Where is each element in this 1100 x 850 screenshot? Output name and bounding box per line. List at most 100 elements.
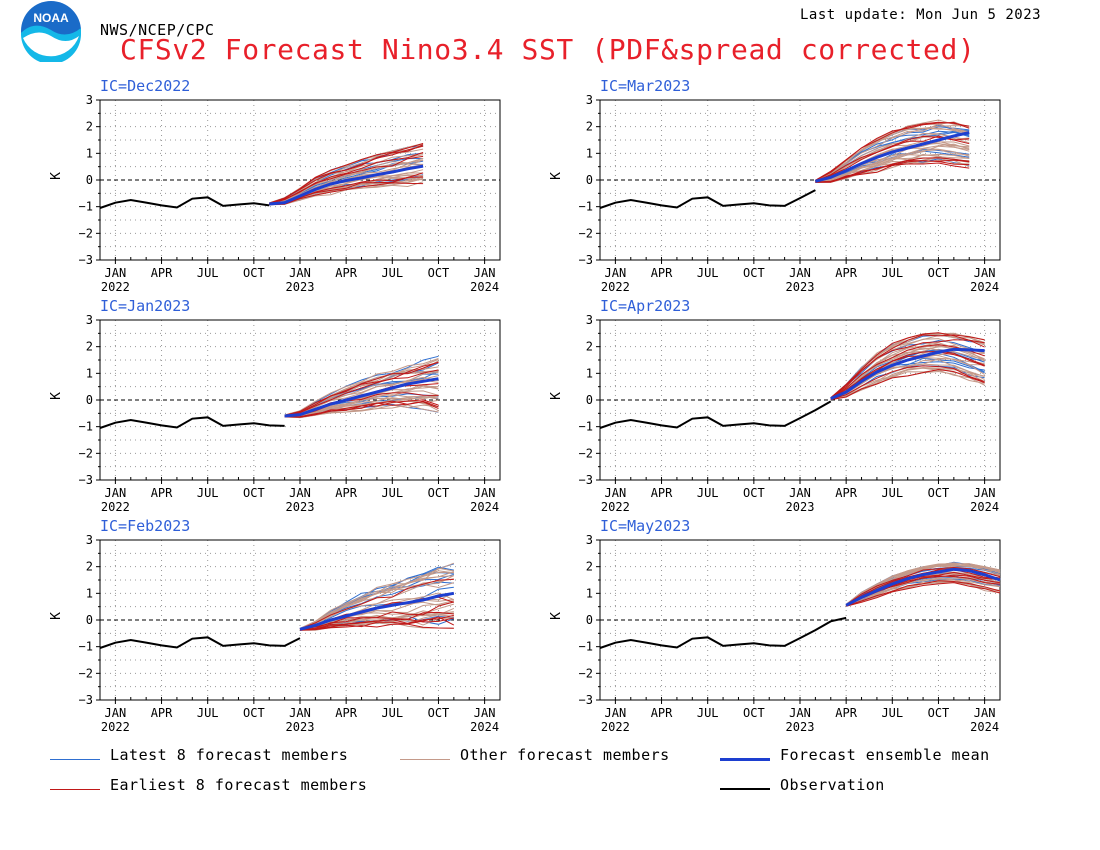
chart-3-ic-label: IC=Jan2023 <box>100 297 190 315</box>
chart-2-member-earliest <box>815 121 970 181</box>
chart-6-ensemble-mean <box>845 567 1001 607</box>
chart-5-member-earliest <box>299 614 454 631</box>
chart-1-year-label: 2024 <box>470 280 499 294</box>
chart-4-xtick-label: JUL <box>697 486 719 500</box>
chart-5-ytick-label: 2 <box>86 560 93 574</box>
legend-swatch-observation <box>720 788 770 790</box>
chart-4-ylabel: K <box>549 392 564 400</box>
chart-2: IC=Mar2023 3 2 1 0 −1 −2 −3 K JAN APR JUL OCT JAN APR J… <box>549 77 1001 294</box>
chart-2-xtick-label: JUL <box>881 266 903 280</box>
chart-4-member-earliest <box>830 351 985 400</box>
chart-1-xtick-label: OCT <box>428 266 450 280</box>
chart-5: IC=Feb2023 3 2 1 0 −1 −2 −3 K JAN APR JUL OCT JAN APR J… <box>49 517 501 734</box>
chart-6: IC=May2023 3 2 1 0 −1 −2 −3 K JAN APR JUL OCT JAN APR J… <box>549 517 1001 734</box>
chart-1-ensemble-mean <box>269 164 424 206</box>
chart-3-member-earliest <box>284 362 439 416</box>
chart-2-ytick-label: 1 <box>586 146 593 160</box>
chart-3-observation <box>99 416 285 429</box>
chart-3-xtick-label: JAN <box>289 486 311 500</box>
chart-1-observation <box>99 196 270 209</box>
chart-3-xtick-label: OCT <box>428 486 450 500</box>
chart-6-year-label: 2024 <box>970 720 999 734</box>
chart-5-year-label: 2024 <box>470 720 499 734</box>
chart-5-member-earliest <box>299 611 454 631</box>
chart-4-xtick-label: JAN <box>789 486 811 500</box>
chart-2-xtick-label: JAN <box>605 266 627 280</box>
chart-5-ytick-label: 0 <box>86 613 93 627</box>
chart-4-member-earliest <box>830 365 985 400</box>
chart-5-xtick-label: JUL <box>197 706 219 720</box>
chart-4-xtick-label: JAN <box>974 486 996 500</box>
chart-5-xtick-label: JUL <box>381 706 403 720</box>
chart-2-year-label: 2022 <box>601 280 630 294</box>
chart-1-ytick-label: −2 <box>79 226 93 240</box>
chart-4-member-earliest <box>830 339 985 399</box>
chart-4-xtick-label: APR <box>651 486 673 500</box>
chart-3-year-label: 2024 <box>470 500 499 514</box>
chart-2-xtick-label: JAN <box>789 266 811 280</box>
chart-3-ytick-label: 3 <box>86 313 93 327</box>
chart-6-member-other <box>845 564 1001 605</box>
chart-6-xtick-label: JUL <box>697 706 719 720</box>
chart-6-xtick-label: JAN <box>974 706 996 720</box>
chart-5-member-other <box>299 562 455 629</box>
chart-2-member-earliest <box>815 157 970 183</box>
chart-5-ytick-label: 3 <box>86 533 93 547</box>
chart-1-member-earliest <box>269 182 424 206</box>
legend-label-other: Other forecast members <box>460 746 670 764</box>
chart-4-ytick-label: −2 <box>579 446 593 460</box>
chart-3-ytick-label: −1 <box>79 420 93 434</box>
chart-4-ensemble-mean <box>830 347 985 401</box>
chart-2-observation <box>599 189 816 209</box>
chart-6-ytick-label: −3 <box>579 693 593 707</box>
chart-3-ytick-label: 0 <box>86 393 93 407</box>
chart-1-xtick-label: APR <box>151 266 173 280</box>
chart-2-xtick-label: APR <box>835 266 857 280</box>
chart-5-ytick-label: −3 <box>79 693 93 707</box>
chart-5-observation <box>99 636 301 649</box>
chart-2-xtick-label: OCT <box>743 266 765 280</box>
chart-6-ytick-label: −2 <box>579 666 593 680</box>
chart-1-ytick-label: −1 <box>79 200 93 214</box>
chart-6-ytick-label: 1 <box>586 586 593 600</box>
legend-swatch-mean <box>720 758 770 761</box>
org-label: NWS/NCEP/CPC <box>100 21 215 39</box>
chart-2-member-other <box>815 148 970 183</box>
chart-6-ytick-label: 0 <box>586 613 593 627</box>
legend-swatch-latest <box>50 759 100 760</box>
chart-4-ytick-label: 0 <box>586 393 593 407</box>
chart-4-xtick-label: JUL <box>881 486 903 500</box>
chart-6-xtick-label: JAN <box>605 706 627 720</box>
chart-3-member-earliest <box>284 361 439 416</box>
chart-2-ytick-label: −1 <box>579 200 593 214</box>
chart-6-xtick-label: OCT <box>928 706 950 720</box>
chart-5-ytick-label: 1 <box>86 586 93 600</box>
chart-6-member-earliest <box>846 582 1001 607</box>
chart-3-member-other <box>284 358 439 416</box>
chart-5-year-label: 2022 <box>101 720 130 734</box>
chart-1-ylabel: K <box>49 172 64 180</box>
chart-2-xtick-label: JAN <box>974 266 996 280</box>
chart-2-xtick-label: JUL <box>697 266 719 280</box>
chart-2-xtick-label: APR <box>651 266 673 280</box>
legend-swatch-other <box>400 759 450 760</box>
chart-4-ytick-label: 2 <box>586 340 593 354</box>
chart-1-xtick-label: JAN <box>474 266 496 280</box>
chart-5-year-label: 2023 <box>286 720 315 734</box>
chart-3-xtick-label: JAN <box>105 486 127 500</box>
legend-swatch-earliest <box>50 789 100 790</box>
chart-5-xtick-label: JAN <box>474 706 496 720</box>
chart-1-xtick-label: OCT <box>243 266 265 280</box>
chart-5-xtick-label: JAN <box>289 706 311 720</box>
chart-3-ytick-label: −3 <box>79 473 93 487</box>
chart-1-xtick-label: APR <box>335 266 357 280</box>
chart-1-ytick-label: 3 <box>86 93 93 107</box>
chart-2-year-label: 2024 <box>970 280 999 294</box>
chart-5-member-latest <box>299 586 454 630</box>
chart-5-member-other <box>299 567 454 630</box>
chart-3-xtick-label: APR <box>151 486 173 500</box>
chart-4-ytick-label: 1 <box>586 366 593 380</box>
chart-6-xtick-label: JUL <box>881 706 903 720</box>
chart-6-ylabel: K <box>549 612 564 620</box>
chart-6-ytick-label: −1 <box>579 640 593 654</box>
